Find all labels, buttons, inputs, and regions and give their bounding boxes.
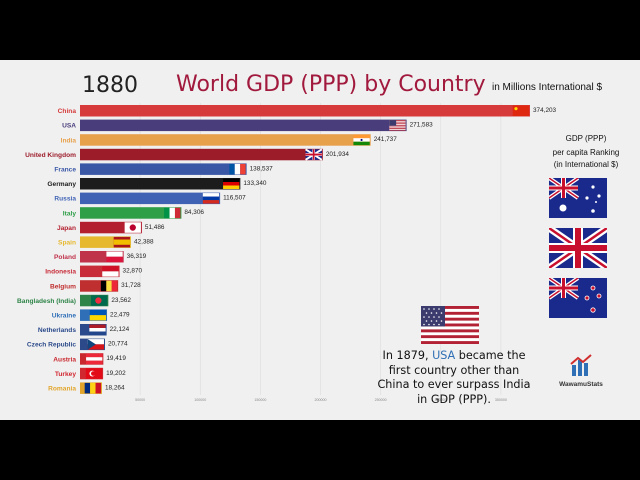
bangladesh-flag-icon	[91, 295, 108, 306]
bar-india	[80, 134, 371, 146]
italy-flag-icon	[164, 207, 181, 219]
value-label-france: 138,537	[250, 165, 274, 172]
value-label-spain: 42,388	[134, 238, 154, 245]
bar-usa	[80, 119, 407, 132]
value-label-indonesia: 32,870	[123, 268, 143, 275]
japan-flag-icon	[124, 222, 141, 233]
value-label-usa: 271,583	[410, 122, 434, 129]
country-label-bangladesh-india: Bangladesh (India)	[17, 298, 76, 305]
chart-canvas: 50000 100000 150000 200000 250000 300000 35000…	[0, 60, 640, 420]
new-zealand-flag-icon	[549, 278, 607, 318]
x-tick-label: 200000	[315, 398, 327, 402]
uk-flag-icon	[305, 148, 323, 161]
side-heading-line1: GDP (PPP)	[565, 134, 607, 143]
x-tick-label: 300000	[435, 398, 447, 402]
value-label-japan: 51,486	[145, 224, 165, 231]
value-label-germany: 133,340	[243, 180, 267, 187]
netherlands-flag-icon	[89, 324, 106, 335]
country-label-netherlands: Netherlands	[38, 327, 76, 334]
country-label-indonesia: Indonesia	[45, 269, 76, 276]
country-label-india: India	[61, 137, 77, 144]
value-label-bangladesh-india: 23,562	[111, 297, 131, 304]
country-label-china: China	[58, 108, 77, 115]
bar-poland	[80, 251, 124, 263]
country-label-austria: Austria	[53, 356, 76, 363]
x-tick-label: 50000	[135, 398, 145, 402]
belgium-flag-icon	[100, 280, 118, 292]
czech-flag-icon	[87, 339, 104, 350]
value-label-india: 241,737	[374, 136, 398, 143]
turkey-flag-icon	[85, 368, 103, 379]
bar-italy	[80, 207, 182, 219]
value-label-united-kingdom: 201,934	[326, 151, 350, 158]
x-tick-label: 350000	[495, 398, 507, 402]
country-label-france: France	[54, 166, 76, 173]
value-label-russia: 116,507	[223, 195, 246, 202]
country-label-poland: Poland	[54, 254, 76, 261]
value-label-austria: 19,419	[106, 355, 126, 362]
bar-spain	[80, 236, 131, 248]
annotation-note: In 1879, USA became the first country ot…	[372, 349, 536, 407]
bar-japan	[80, 221, 142, 234]
country-label-italy: Italy	[63, 210, 77, 217]
russia-flag-icon	[202, 193, 220, 204]
country-label-germany: Germany	[47, 181, 76, 188]
note-highlight: USA	[432, 349, 456, 362]
value-label-czech-republic: 20,774	[108, 341, 128, 348]
country-label-japan: Japan	[57, 225, 76, 232]
bar-united-kingdom	[80, 148, 323, 161]
poland-flag-icon	[106, 251, 123, 262]
country-label-united-kingdom: United Kingdom	[25, 152, 76, 159]
china-flag-icon	[512, 105, 529, 116]
romania-flag-icon	[84, 382, 101, 394]
side-heading-line2: per capita Ranking	[552, 148, 620, 157]
spain-flag-icon	[113, 236, 130, 248]
value-label-italy: 84,306	[184, 209, 204, 216]
logo-text: WawamuStats	[559, 381, 603, 388]
channel-logo: WawamuStats	[556, 354, 606, 388]
x-tick-label: 100000	[194, 398, 206, 402]
bar-belgium	[80, 280, 119, 292]
chart-title: World GDP (PPP) by Country	[176, 72, 486, 97]
units-label: in Millions International $	[492, 82, 603, 93]
bar-china	[80, 105, 530, 117]
country-label-turkey: Turkey	[55, 371, 76, 378]
usa-flag-icon	[421, 306, 479, 344]
value-label-china: 374,203	[533, 107, 557, 114]
bar-france	[80, 163, 247, 175]
side-heading-line3: (in International $)	[553, 160, 619, 169]
value-label-romania: 18,264	[105, 384, 125, 391]
germany-flag-icon	[223, 178, 240, 189]
bar-chart: 50000 100000 150000 200000 250000 300000 35000…	[17, 103, 557, 402]
country-label-romania: Romania	[48, 385, 76, 392]
country-label-usa: USA	[62, 123, 76, 130]
austria-flag-icon	[86, 353, 103, 365]
country-label-ukraine: Ukraine	[52, 312, 77, 319]
value-label-belgium: 31,728	[121, 282, 141, 289]
year-label: 1880	[82, 73, 138, 98]
bar-russia	[80, 192, 221, 205]
australia-flag-icon	[549, 178, 607, 218]
india-flag-icon	[353, 134, 370, 146]
x-tick-label: 150000	[254, 398, 266, 402]
country-label-belgium: Belgium	[50, 283, 76, 290]
value-label-netherlands: 22,124	[110, 326, 130, 333]
united-kingdom-flag-icon	[549, 228, 607, 268]
value-label-ukraine: 22,479	[110, 311, 130, 318]
value-label-poland: 36,319	[127, 253, 147, 260]
country-label-spain: Spain	[58, 239, 76, 246]
x-tick-label: 250000	[375, 398, 387, 402]
value-label-turkey: 19,202	[106, 370, 126, 377]
usa-flag-icon	[389, 120, 406, 131]
country-label-czech-republic: Czech Republic	[27, 342, 76, 349]
bar-indonesia	[80, 265, 120, 278]
note-text-after: became the first country other than Chin…	[377, 349, 531, 406]
indonesia-flag-icon	[102, 266, 119, 277]
france-flag-icon	[229, 163, 246, 175]
ukraine-flag-icon	[89, 309, 107, 321]
country-label-russia: Russia	[54, 196, 76, 203]
bar-chart-logo-icon	[570, 354, 592, 376]
note-text-before: In 1879,	[382, 349, 433, 362]
bar-germany	[80, 178, 241, 190]
